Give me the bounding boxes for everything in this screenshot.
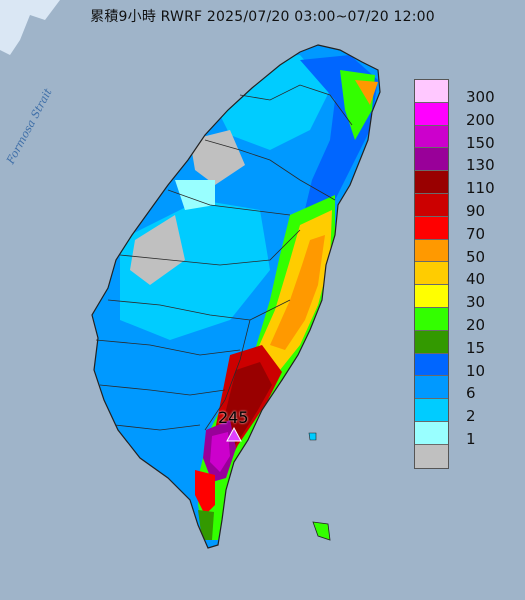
legend-swatch [415,102,448,126]
rain-none-west [130,215,185,285]
max-rainfall-marker [226,426,242,442]
rain-50mm [270,235,325,350]
legend-swatch [415,399,448,422]
legend-label: 15 [466,338,486,357]
rainfall-field [92,45,380,548]
legend-label: 1 [466,430,476,448]
mainland-coast [0,0,60,55]
legend-swatch [415,125,448,149]
legend-label: 50 [466,247,486,266]
legend-label: 2 [466,407,476,426]
legend-label: 6 [466,384,476,403]
green-island [308,432,317,441]
legend-swatch [415,307,448,331]
legend-swatch [415,444,448,468]
legend-label: 20 [466,316,486,334]
legend-label: 90 [466,202,486,220]
legend-swatch [415,80,448,103]
legend-label: 300 [466,88,495,106]
legend-label: 40 [466,270,486,289]
rain-150mm [210,432,230,472]
legend-swatch [415,239,448,263]
map-title: 累積9小時 RWRF 2025/07/20 03:00~07/20 12:00 [90,9,435,25]
rainfall-legend [414,79,449,469]
rain-1mm [175,180,215,210]
legend-label: 150 [466,133,495,152]
legend-swatch [415,193,448,217]
legend-label: 10 [466,361,486,380]
rain-70mm-south [195,470,215,515]
rain-50mm-ne [355,80,378,105]
island-outline [91,44,381,549]
legend-label: 30 [466,293,486,312]
legend-swatch [415,171,448,194]
county-boundaries [95,84,353,431]
legend-swatch [415,148,448,172]
orchid-island [312,521,331,541]
legend-label: 130 [466,156,495,175]
legend-swatch [415,216,448,240]
legend-swatch [415,353,448,377]
legend-label: 110 [466,179,495,198]
rain-15mm-south [198,510,214,540]
legend-swatch [415,262,448,286]
max-rainfall-value: 245 [218,408,249,427]
legend-swatch [415,421,448,445]
legend-swatch [415,285,448,308]
rain-none-north [190,130,245,185]
legend-swatch [415,330,448,354]
legend-swatch [415,376,448,400]
legend-label: 70 [466,224,486,243]
legend-label: 200 [466,110,495,129]
